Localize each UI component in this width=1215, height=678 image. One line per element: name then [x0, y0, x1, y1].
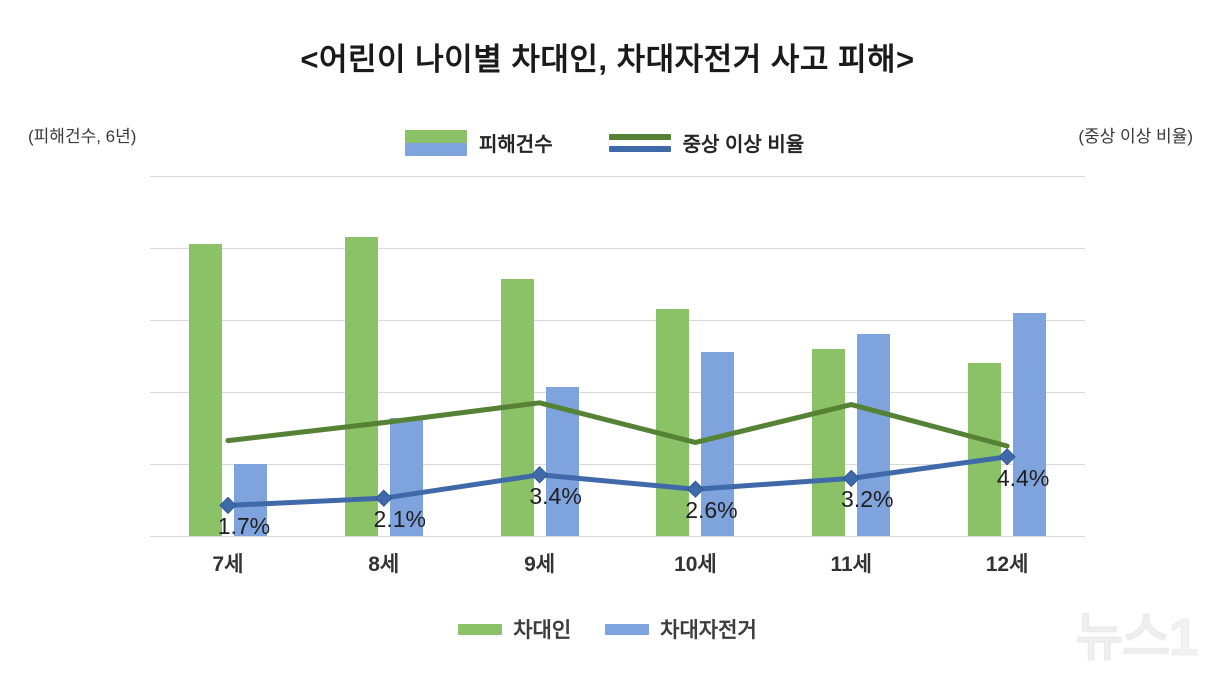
data-label-severe-rate: 2.1%: [373, 506, 426, 533]
legend-item-damage-count: 피해건수: [405, 128, 553, 157]
blue-swatch-icon: [605, 623, 650, 635]
bar-car-bicycle: [1013, 312, 1047, 536]
legend-top: 피해건수 중상 이상 비율: [405, 128, 804, 157]
gridline: [150, 176, 1085, 177]
gridline: [150, 536, 1085, 537]
data-label-severe-rate: 1.7%: [217, 513, 271, 540]
gridline: [150, 464, 1085, 465]
gridline: [150, 248, 1085, 249]
watermark-news1: 뉴스1: [1075, 609, 1199, 668]
gridline: [150, 320, 1085, 321]
legend-item-car-bicycle: 차대자전거: [605, 614, 757, 644]
legend-label-car-pedestrian: 차대인: [513, 619, 572, 642]
plot-area: 00%3004%6008%90012%1,20016%1,50020%: [150, 176, 1085, 537]
x-axis-label: 12세: [985, 553, 1029, 576]
legend-label-damage-count: 피해건수: [479, 134, 553, 156]
x-axis-label: 7세: [212, 553, 244, 576]
data-label-severe-rate: 3.4%: [529, 482, 582, 509]
bar-car-pedestrian: [968, 363, 1002, 536]
data-label-severe-rate: 2.6%: [685, 497, 738, 524]
gridline: [150, 392, 1085, 393]
bar-car-pedestrian: [344, 237, 378, 536]
legend-item-severe-rate: 중상 이상 비율: [608, 128, 805, 157]
bar-car-bicycle: [545, 387, 579, 536]
right-axis-caption: (중상 이상 비율): [1078, 127, 1193, 146]
bar-car-pedestrian: [188, 244, 222, 536]
page-title: <어린이 나이별 차대인, 차대자전거 사고 피해>: [300, 42, 915, 77]
data-label-severe-rate: 3.2%: [841, 486, 894, 513]
x-axis-label: 10세: [674, 553, 717, 576]
green-swatch-icon: [458, 623, 503, 635]
x-axis-label: 8세: [368, 553, 400, 576]
legend-item-car-pedestrian: 차대인: [458, 614, 571, 644]
left-axis-caption: (피해건수, 6년): [28, 127, 137, 146]
line-swatch-icon: [608, 133, 671, 152]
bar-swatch-icon: [405, 129, 467, 156]
legend-label-car-bicycle: 차대자전거: [660, 619, 757, 642]
legend-bottom: 차대인 차대자전거: [0, 614, 1215, 644]
x-axis-label: 9세: [524, 553, 556, 576]
legend-label-severe-rate: 중상 이상 비율: [682, 134, 805, 156]
x-axis-label: 11세: [830, 553, 873, 576]
data-label-severe-rate: 4.4%: [996, 464, 1050, 491]
